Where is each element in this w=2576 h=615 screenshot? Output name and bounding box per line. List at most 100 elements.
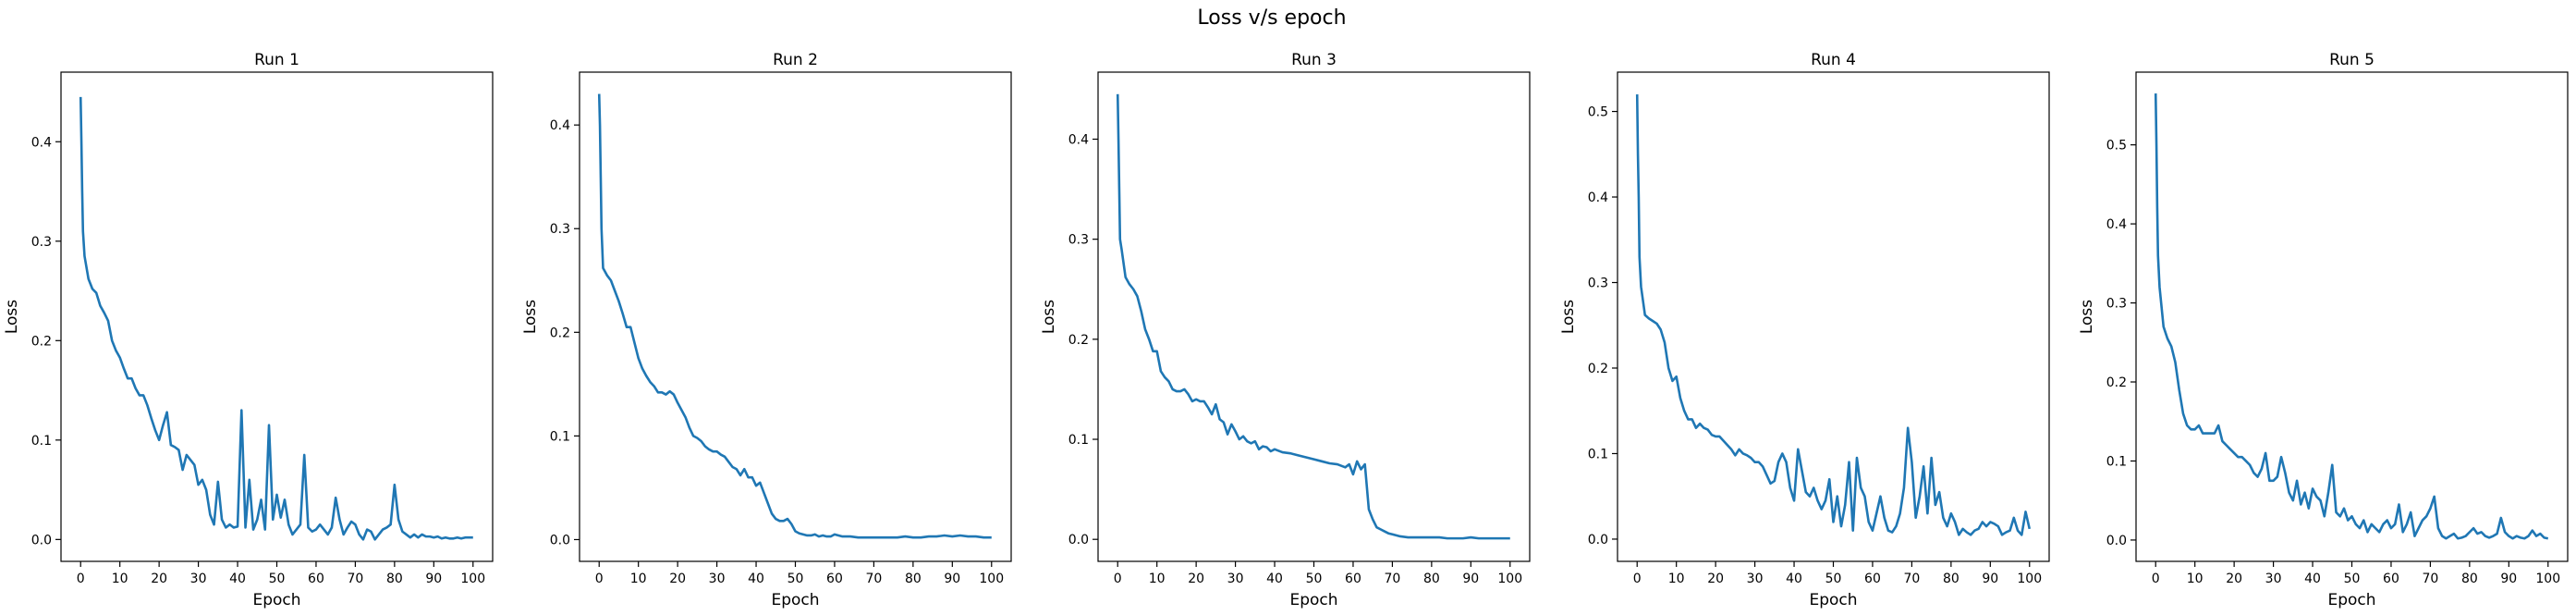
x-tick-label: 50 (269, 572, 286, 586)
x-tick-label: 30 (190, 572, 207, 586)
x-tick-label: 10 (1668, 572, 1685, 586)
plot-frame (60, 71, 494, 562)
x-tick-label: 90 (944, 572, 960, 586)
y-tick-label: 0.1 (550, 429, 570, 444)
x-tick-label: 50 (787, 572, 804, 586)
x-tick-label: 60 (2383, 572, 2399, 586)
x-tick-label: 70 (2422, 572, 2438, 586)
y-tick-label: 0.4 (550, 118, 570, 133)
x-tick-label: 40 (1786, 572, 1802, 586)
panel-run-4: Run 4 0 10 20 30 40 50 60 70 80 90 100 0.0 0.1 0.2 0.3 0… (1559, 51, 2050, 609)
x-tick-label: 90 (425, 572, 442, 586)
x-tick-label: 20 (1707, 572, 1724, 586)
y-axis-label: Loss (521, 300, 540, 334)
y-axis-label: Loss (1559, 300, 1578, 334)
x-tick-label: 100 (1497, 572, 1522, 586)
y-tick-label: 0.2 (31, 334, 52, 349)
y-tick-label: 0.1 (1588, 447, 1608, 461)
y-tick-label: 0.3 (1588, 277, 1608, 291)
x-tick-label: 10 (630, 572, 647, 586)
x-axis-label: Epoch (252, 591, 300, 609)
y-tick-label: 0.3 (550, 222, 570, 237)
x-tick-label: 70 (347, 572, 363, 586)
panel-run-2: Run 2 0 10 20 30 40 50 60 70 80 90 100 0.0 0.1 0.2 0.3 0… (521, 51, 1012, 609)
x-tick-label: 0 (595, 572, 604, 586)
plot-frame (579, 71, 1012, 562)
x-tick-label: 0 (1114, 572, 1122, 586)
y-axis-label: Loss (3, 300, 21, 334)
x-tick-label: 50 (1306, 572, 1323, 586)
y-tick-label: 0.0 (1588, 533, 1608, 547)
y-tick-label: 0.2 (550, 326, 570, 340)
loss-line-run-4 (1635, 94, 2032, 536)
x-tick-label: 70 (865, 572, 882, 586)
x-tick-label: 0 (77, 572, 85, 586)
panel-title: Run 3 (1291, 51, 1337, 69)
panel-title: Run 5 (2329, 51, 2375, 69)
y-tick-label: 0.1 (2106, 454, 2127, 469)
x-tick-label: 80 (2461, 572, 2478, 586)
x-tick-label: 60 (308, 572, 324, 586)
x-tick-label: 100 (460, 572, 485, 586)
x-tick-label: 100 (2535, 572, 2560, 586)
x-tick-label: 10 (112, 572, 128, 586)
y-axis-label: Loss (1040, 300, 1058, 334)
x-axis-label: Epoch (2327, 591, 2375, 609)
x-tick-label: 80 (1423, 572, 1440, 586)
y-tick-label: 0.4 (2106, 217, 2127, 232)
plot-frame (1617, 71, 2050, 562)
x-tick-label: 70 (1903, 572, 1920, 586)
y-tick-label: 0.4 (31, 135, 52, 150)
x-tick-label: 60 (826, 572, 843, 586)
x-axis-label: Epoch (1809, 591, 1857, 609)
plot-frame (2135, 71, 2569, 562)
y-tick-label: 0.0 (1068, 533, 1089, 547)
y-tick-label: 0.1 (1068, 433, 1089, 448)
y-tick-label: 0.2 (2106, 375, 2127, 390)
y-tick-label: 0.3 (31, 235, 52, 250)
x-tick-label: 80 (386, 572, 403, 586)
x-tick-label: 0 (2152, 572, 2160, 586)
y-tick-label: 0.1 (31, 434, 52, 449)
x-tick-label: 90 (2500, 572, 2517, 586)
x-tick-label: 20 (1188, 572, 1204, 586)
loss-line-run-2 (597, 93, 992, 539)
y-tick-label: 0.2 (1068, 333, 1089, 348)
x-tick-label: 40 (229, 572, 246, 586)
panel-title: Run 2 (773, 51, 818, 69)
panel-run-1: Run 1 0 10 20 30 40 50 60 70 80 90 100 0.0 0.1 0.2 0.3 0… (3, 51, 494, 609)
x-tick-label: 30 (2265, 572, 2282, 586)
x-tick-label: 30 (1747, 572, 1764, 586)
y-tick-label: 0.3 (1068, 233, 1089, 248)
panel-title: Run 4 (1811, 51, 1856, 69)
loss-line-run-5 (2154, 93, 2549, 540)
y-tick-label: 0.4 (1068, 132, 1089, 147)
x-tick-label: 80 (905, 572, 922, 586)
y-tick-label: 0.5 (1588, 105, 1608, 120)
panel-title: Run 1 (254, 51, 299, 69)
x-tick-label: 50 (1825, 572, 1842, 586)
x-tick-label: 20 (669, 572, 686, 586)
x-tick-label: 100 (2017, 572, 2042, 586)
x-tick-label: 40 (748, 572, 764, 586)
y-tick-label: 0.4 (1588, 191, 1608, 205)
x-tick-label: 30 (1227, 572, 1244, 586)
x-tick-label: 40 (1266, 572, 1283, 586)
x-axis-label: Epoch (1289, 591, 1337, 609)
y-tick-label: 0.0 (2106, 534, 2127, 548)
x-tick-label: 80 (1943, 572, 1959, 586)
plot-frame (1097, 71, 1531, 562)
x-tick-label: 10 (1149, 572, 1166, 586)
x-tick-label: 40 (2304, 572, 2321, 586)
y-tick-label: 0.0 (550, 533, 570, 547)
x-tick-label: 100 (979, 572, 1004, 586)
loss-line-run-3 (1116, 93, 1510, 540)
x-tick-label: 20 (2226, 572, 2242, 586)
y-tick-label: 0.0 (31, 533, 52, 547)
x-tick-label: 50 (2344, 572, 2361, 586)
x-tick-label: 20 (151, 572, 167, 586)
panel-run-5: Run 5 0 10 20 30 40 50 60 70 80 90 100 0.0 0.1 0.2 0.3 0… (2078, 51, 2569, 609)
panel-run-3: Run 3 0 10 20 30 40 50 60 70 80 90 100 0.0 0.1 0.2 0.3 0… (1040, 51, 1531, 609)
x-tick-label: 60 (1864, 572, 1881, 586)
